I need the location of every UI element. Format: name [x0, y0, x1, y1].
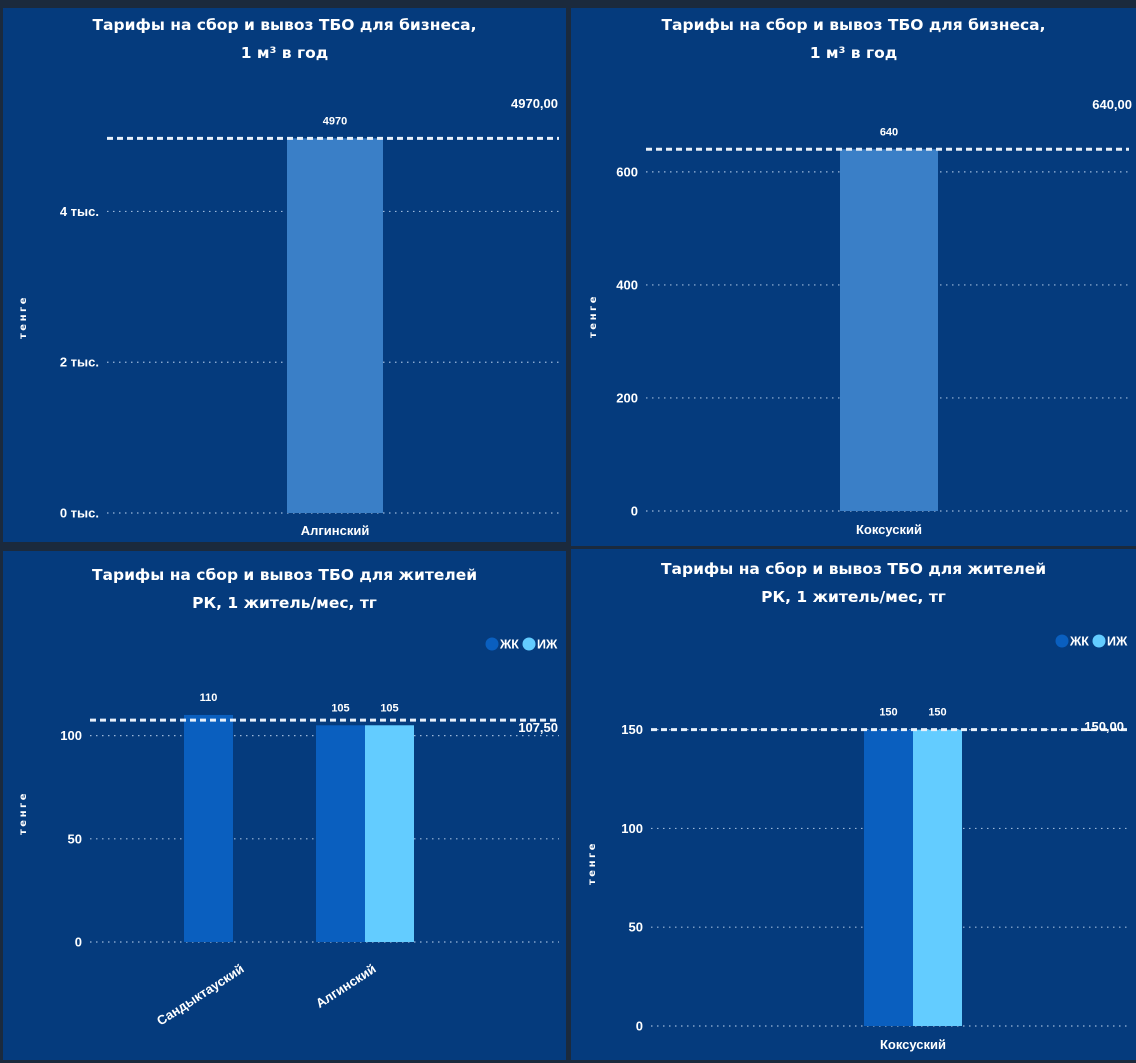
chart-title: Тарифы на сбор и вывоз ТБО для жителей: [661, 560, 1046, 578]
y-axis-label: тенге: [588, 294, 599, 338]
data-label: 150: [879, 707, 897, 719]
category-label: Коксуский: [856, 522, 922, 537]
chart-title: Тарифы на сбор и вывоз ТБО для жителей: [92, 566, 477, 584]
legend-marker: [522, 637, 536, 651]
data-label: 150: [928, 707, 946, 719]
bar[interactable]: [365, 725, 414, 942]
chart-title: 1 м³ в год: [241, 44, 329, 62]
chart-svg: Тарифы на сбор и вывоз ТБО для бизнеса, 1…: [588, 16, 1132, 537]
reference-line-label: 640,00: [1092, 97, 1132, 112]
y-tick-label: 200: [616, 390, 638, 405]
chart-svg: Тарифы на сбор и вывоз ТБО для жителей РК…: [587, 560, 1129, 1052]
y-tick-label: 50: [68, 831, 82, 846]
chart-title: Тарифы на сбор и вывоз ТБО для бизнеса,: [661, 16, 1045, 34]
y-tick-label: 0: [636, 1019, 643, 1034]
chart-title: Тарифы на сбор и вывоз ТБО для бизнеса,: [92, 16, 476, 34]
legend-label: ЖК: [1069, 635, 1089, 649]
y-tick-label: 600: [616, 164, 638, 179]
y-tick-label: 150: [621, 722, 643, 737]
reference-line-label: 107,50: [518, 720, 558, 735]
legend-label: ИЖ: [1107, 635, 1128, 649]
legend-label: ЖК: [499, 638, 519, 652]
legend-label: ИЖ: [537, 638, 558, 652]
y-axis-label: тенге: [587, 841, 598, 885]
y-tick-label: 50: [629, 920, 643, 935]
legend-marker: [1092, 634, 1106, 648]
data-label: 110: [200, 692, 218, 704]
legend-marker: [485, 637, 499, 651]
chart-svg: Тарифы на сбор и вывоз ТБО для жителей РК…: [18, 566, 559, 1028]
data-label: 105: [380, 702, 398, 714]
chart-panel-business-koksu: Тарифы на сбор и вывоз ТБО для бизнеса, 1…: [571, 8, 1136, 546]
y-tick-label: 0 тыс.: [60, 506, 99, 521]
legend-marker: [1055, 634, 1069, 648]
chart-panel-residents-koksu: Тарифы на сбор и вывоз ТБО для жителей РК…: [571, 549, 1136, 1060]
bar[interactable]: [316, 725, 365, 942]
chart-svg: Тарифы на сбор и вывоз ТБО для бизнеса, 1…: [18, 16, 559, 538]
bar[interactable]: [864, 729, 913, 1026]
chart-panel-residents-algin: Тарифы на сбор и вывоз ТБО для жителей РК…: [3, 551, 566, 1060]
y-axis-label: тенге: [18, 791, 29, 835]
bar[interactable]: [184, 714, 233, 942]
bar[interactable]: [287, 138, 383, 514]
reference-line-label: 4970,00: [511, 96, 558, 111]
category-label: Сандыктауский: [154, 961, 247, 1028]
chart-title: 1 м³ в год: [810, 44, 898, 62]
y-axis-label: тенге: [18, 295, 29, 339]
y-tick-label: 4 тыс.: [60, 204, 99, 219]
chart-title: РК, 1 житель/мес, тг: [761, 588, 946, 606]
category-label: Коксуский: [880, 1037, 946, 1052]
category-label: Алгинский: [301, 523, 370, 538]
y-tick-label: 0: [631, 504, 638, 519]
y-tick-label: 0: [75, 935, 82, 950]
y-tick-label: 100: [621, 821, 643, 836]
y-tick-label: 100: [60, 728, 82, 743]
reference-line-label: 150,00: [1084, 719, 1124, 734]
category-label: Алгинский: [313, 961, 379, 1011]
data-label: 105: [331, 702, 349, 714]
bar[interactable]: [913, 729, 962, 1026]
data-label: 4970: [323, 115, 347, 127]
y-tick-label: 400: [616, 277, 638, 292]
chart-title: РК, 1 житель/мес, тг: [192, 594, 377, 612]
chart-panel-business-algin: Тарифы на сбор и вывоз ТБО для бизнеса, 1…: [3, 8, 566, 542]
bar[interactable]: [840, 149, 938, 511]
y-tick-label: 2 тыс.: [60, 355, 99, 370]
data-label: 640: [880, 126, 898, 138]
